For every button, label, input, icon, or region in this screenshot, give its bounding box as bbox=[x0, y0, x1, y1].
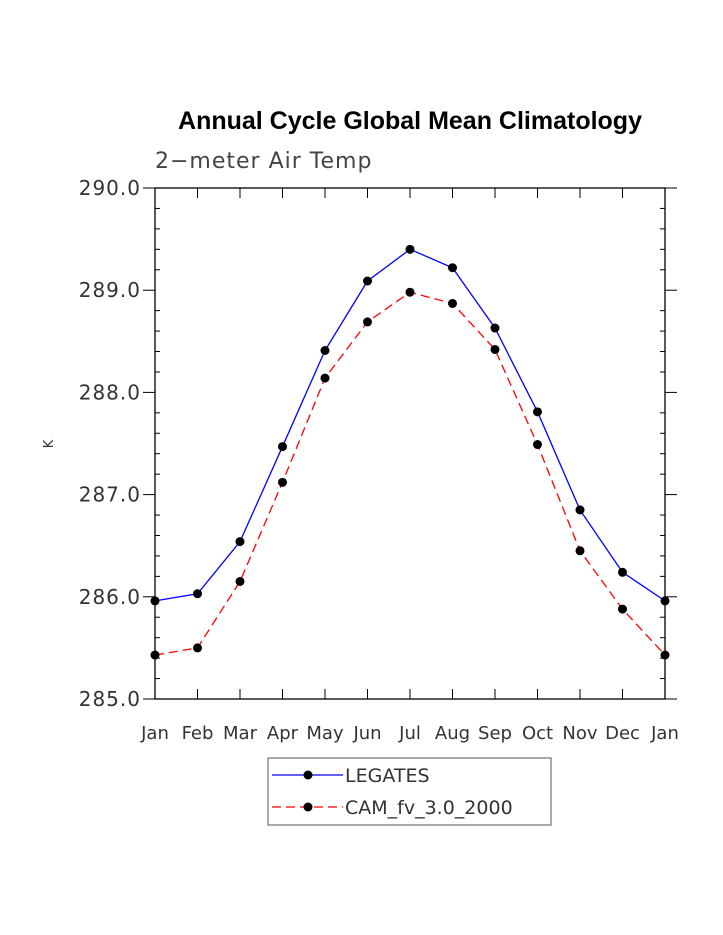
x-tick-label: Oct bbox=[522, 723, 553, 744]
data-point bbox=[448, 298, 457, 308]
legend-marker bbox=[303, 802, 313, 812]
legend-label: LEGATES bbox=[345, 765, 430, 787]
chart-subtitle: 2−meter Air Temp bbox=[155, 149, 372, 174]
x-tick-label: Dec bbox=[605, 723, 640, 744]
legend-box bbox=[267, 757, 552, 826]
data-point bbox=[575, 505, 585, 515]
x-tick-label: Jul bbox=[398, 723, 421, 744]
x-tick-label: Jun bbox=[352, 723, 381, 744]
x-tick-label: Sep bbox=[478, 723, 512, 744]
y-tick-label: 290.0 bbox=[79, 176, 141, 200]
x-tick-label: Feb bbox=[182, 723, 214, 744]
data-point bbox=[533, 407, 542, 417]
data-point bbox=[320, 373, 330, 383]
x-tick-label: Nov bbox=[562, 723, 597, 744]
chart-title: Annual Cycle Global Mean Climatology bbox=[178, 107, 642, 135]
data-point bbox=[618, 604, 627, 614]
data-point bbox=[448, 263, 457, 273]
series-line bbox=[154, 248, 666, 602]
y-tick-label: 286.0 bbox=[79, 585, 141, 609]
data-point bbox=[533, 440, 542, 450]
x-tick-label: Mar bbox=[223, 723, 258, 744]
y-tick-label: 287.0 bbox=[79, 483, 141, 507]
data-point bbox=[575, 546, 585, 556]
y-axis-label: K bbox=[42, 439, 57, 448]
legend-marker bbox=[303, 770, 313, 780]
data-point bbox=[235, 576, 245, 586]
plot-frame bbox=[154, 187, 666, 700]
axis-ticks bbox=[143, 187, 677, 700]
y-tick-label: 285.0 bbox=[79, 687, 141, 711]
series-line bbox=[154, 291, 666, 656]
legend: LEGATES CAM_fv_3.0_2000 bbox=[267, 757, 552, 826]
data-point bbox=[618, 567, 627, 577]
x-tick-label: Apr bbox=[267, 723, 299, 744]
data-point bbox=[405, 287, 415, 297]
data-point bbox=[278, 442, 287, 452]
data-point bbox=[405, 244, 415, 254]
data-point bbox=[193, 589, 202, 599]
data-point bbox=[235, 537, 245, 547]
y-tick-labels: 285.0 286.0 287.0 288.0 289.0 290.0 bbox=[79, 176, 141, 711]
data-point bbox=[490, 344, 500, 354]
data-point bbox=[363, 317, 372, 327]
x-tick-label: Jan bbox=[650, 723, 679, 744]
x-tick-labels: Jan Feb Mar Apr May Jun Jul Aug Sep Oct Nov Dec Jan bbox=[140, 723, 679, 744]
y-tick-label: 289.0 bbox=[79, 278, 141, 302]
data-point bbox=[363, 276, 372, 286]
x-tick-label: May bbox=[306, 723, 344, 744]
series-layer bbox=[150, 244, 670, 660]
data-point bbox=[193, 643, 202, 653]
data-point bbox=[320, 345, 330, 355]
data-point bbox=[490, 323, 500, 333]
x-tick-label: Jan bbox=[140, 723, 169, 744]
data-point bbox=[278, 477, 287, 487]
y-tick-label: 288.0 bbox=[79, 380, 141, 404]
legend-label: CAM_fv_3.0_2000 bbox=[345, 797, 513, 819]
x-tick-label: Aug bbox=[435, 723, 470, 744]
